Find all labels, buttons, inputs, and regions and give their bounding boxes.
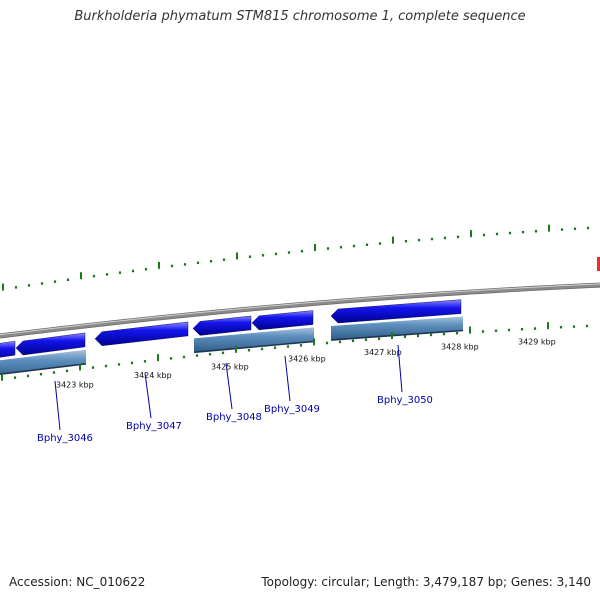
gene-leader-line	[397, 344, 403, 393]
gene-label: Bphy_3049	[264, 404, 320, 415]
tick-label: 3428 kbp	[441, 343, 479, 352]
cds-arrow	[192, 315, 252, 336]
position-marker	[597, 257, 600, 271]
outer-tick-ring	[2, 224, 590, 291]
cds-arrow	[0, 340, 16, 358]
gene-label: Bphy_3047	[126, 421, 182, 432]
gene-feature	[194, 327, 314, 353]
cds-arrow	[251, 310, 314, 331]
cds-arrow	[94, 321, 189, 346]
gene-track	[0, 316, 464, 376]
cds-arrow	[15, 332, 86, 356]
gene-feature-edge	[330, 329, 464, 341]
tick-label: 3429 kbp	[518, 338, 556, 347]
backbone-line	[0, 283, 600, 338]
inner-tick-ring	[1, 322, 589, 381]
gene-label: Bphy_3046	[37, 433, 93, 444]
tick-label: 3423 kbp	[56, 381, 94, 390]
sequence-summary: Topology: circular; Length: 3,479,187 bp…	[261, 575, 591, 589]
tick-label: 3426 kbp	[288, 355, 326, 364]
gene-leader-line	[284, 355, 291, 402]
cds-arrow	[330, 299, 462, 324]
gene-label: Bphy_3048	[206, 412, 262, 423]
tick-labels: 3423 kbp 3424 kbp 3425 kbp 3426 kbp 3427 kbp…	[56, 338, 556, 390]
tick-label: 3427 kbp	[364, 348, 402, 357]
backbone-shadow	[0, 282, 600, 339]
gene-feature	[331, 316, 463, 341]
gene-feature-edge	[193, 340, 315, 354]
gene-feature-edge	[0, 362, 87, 376]
gene-leader-line	[225, 362, 233, 410]
gene-label: Bphy_3050	[377, 395, 433, 406]
gene-feature	[0, 349, 86, 375]
cds-track	[0, 299, 462, 358]
accession-label: Accession: NC_010622	[9, 575, 146, 589]
gene-leader-line	[54, 380, 61, 431]
backbone-highlight	[0, 283, 600, 336]
gene-leader-line	[144, 372, 152, 419]
chromosome-backbone	[0, 282, 600, 339]
tick-label: 3424 kbp	[134, 371, 172, 380]
map-title: Burkholderia phymatum STM815 chromosome …	[74, 9, 526, 24]
tick-label: 3425 kbp	[211, 362, 249, 371]
